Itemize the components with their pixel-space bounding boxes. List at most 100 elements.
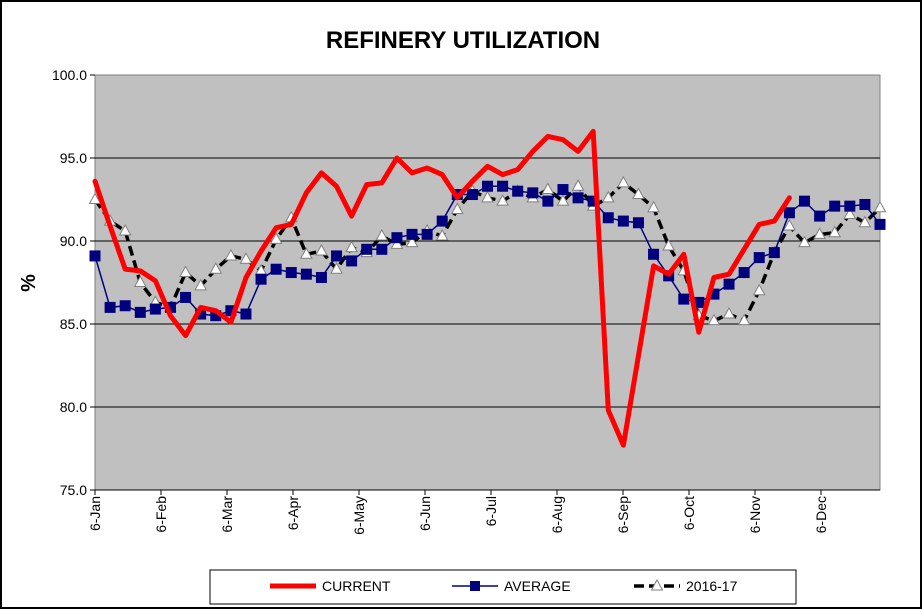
y-axis-label: %: [18, 274, 40, 292]
data-point-average: [542, 195, 554, 207]
data-point-2016-17: [345, 240, 358, 253]
x-tick-label: 6-Jul: [483, 496, 499, 526]
data-point-average: [270, 263, 282, 275]
data-point-2016-17: [556, 194, 570, 206]
data-point-average: [391, 232, 403, 244]
data-point-average: [768, 247, 780, 259]
data-point-2016-17: [722, 307, 736, 319]
data-point-average: [572, 192, 584, 204]
data-point-2016-17: [783, 219, 796, 231]
data-point-2016-17: [133, 275, 147, 287]
legend-label: 2016-17: [686, 578, 738, 594]
data-point-2016-17: [647, 200, 660, 213]
data-point-2016-17: [632, 187, 645, 200]
data-point-2016-17: [752, 283, 766, 296]
series-line-current: [92, 128, 792, 448]
data-point-average: [119, 300, 131, 312]
data-point-average: [240, 308, 252, 320]
x-tick-label: 6-Aug: [549, 496, 565, 533]
data-point-average: [300, 268, 312, 280]
data-point-average: [315, 272, 327, 284]
y-tick-label: 95.0: [60, 150, 87, 166]
data-point-average: [421, 228, 433, 240]
data-point-2016-17: [390, 237, 404, 249]
x-tick-label: 6-Jan: [87, 496, 103, 531]
data-point-2016-17: [194, 278, 208, 291]
legend: CURRENT AVERAGE 2016-17: [209, 569, 797, 605]
x-tick-label: 6-Nov: [747, 496, 763, 533]
data-point-average: [285, 267, 297, 279]
data-point-average: [466, 189, 478, 201]
data-point-2016-17: [224, 248, 238, 261]
data-point-average: [557, 184, 569, 196]
data-point-2016-17: [481, 190, 494, 203]
x-tick-label: 6-Sep: [615, 496, 631, 534]
data-point-average: [376, 243, 388, 255]
x-tick-label: 6-Jun: [417, 496, 433, 531]
data-point-2016-17: [601, 190, 615, 203]
legend-item-average: AVERAGE: [452, 578, 571, 594]
data-point-average: [602, 212, 614, 224]
data-point-average: [89, 250, 101, 262]
plot-area: [94, 74, 881, 491]
data-point-2016-17: [873, 200, 887, 213]
data-point-2016-17: [435, 228, 449, 241]
legend-label: AVERAGE: [504, 578, 571, 594]
data-point-average: [874, 218, 886, 230]
data-point-2016-17: [118, 224, 132, 236]
legend-marker: [470, 581, 480, 591]
x-tick-label: 6-Apr: [285, 496, 301, 531]
x-axis-ticks: 6-Jan 6-Feb 6-Mar 6-Apr 6-May 6-Jun 6-Jul 6-Aug…: [87, 490, 829, 535]
x-tick-label: 6-May: [351, 496, 367, 535]
data-point-2016-17: [737, 313, 751, 326]
data-point-2016-17: [330, 262, 343, 274]
data-point-average: [859, 198, 871, 210]
data-point-average: [753, 252, 765, 264]
data-point-average: [361, 243, 373, 255]
y-tick-label: 75.0: [60, 482, 87, 498]
data-point-average: [497, 180, 509, 192]
data-point-2016-17: [179, 265, 192, 278]
series-average: [89, 180, 886, 322]
y-axis-ticks: 75.0 80.0 85.0 90.0 95.0 100.0: [52, 67, 95, 498]
y-tick-label: 100.0: [52, 67, 87, 83]
x-tick-label: 6-Oct: [681, 496, 697, 530]
data-point-2016-17: [239, 252, 253, 264]
data-point-average: [104, 301, 116, 313]
data-point-2016-17: [813, 227, 826, 239]
data-point-2016-17: [450, 202, 464, 214]
data-point-average: [527, 187, 539, 199]
data-point-2016-17: [798, 235, 811, 248]
data-point-2016-17: [662, 238, 675, 251]
data-point-average: [512, 185, 524, 197]
series-layer: [88, 128, 887, 448]
data-point-2016-17: [375, 228, 389, 241]
data-point-average: [436, 215, 448, 227]
x-tick-label: 6-Feb: [153, 496, 169, 533]
data-point-average: [134, 306, 146, 318]
data-point-2016-17: [315, 243, 328, 256]
x-tick-label: 6-Dec: [813, 496, 829, 533]
data-point-average: [180, 291, 192, 303]
y-tick-label: 80.0: [60, 399, 87, 415]
chart-title: REFINERY UTILIZATION: [326, 27, 600, 54]
data-point-average: [799, 195, 811, 207]
data-point-2016-17: [88, 192, 102, 204]
data-point-average: [632, 217, 644, 229]
data-point-average: [331, 250, 343, 262]
x-tick-label: 6-Mar: [219, 496, 235, 533]
data-point-average: [255, 273, 267, 285]
y-tick-label: 90.0: [60, 233, 87, 249]
data-point-average: [738, 267, 750, 279]
legend-item-current: CURRENT: [270, 578, 391, 594]
data-point-2016-17: [405, 235, 419, 248]
data-point-average: [346, 255, 358, 267]
data-point-average: [406, 228, 418, 240]
data-point-2016-17: [269, 232, 283, 244]
data-point-2016-17: [858, 215, 872, 228]
data-point-average: [149, 303, 161, 315]
data-point-average: [814, 210, 826, 222]
data-point-2016-17: [541, 182, 555, 195]
data-point-2016-17: [828, 225, 842, 238]
